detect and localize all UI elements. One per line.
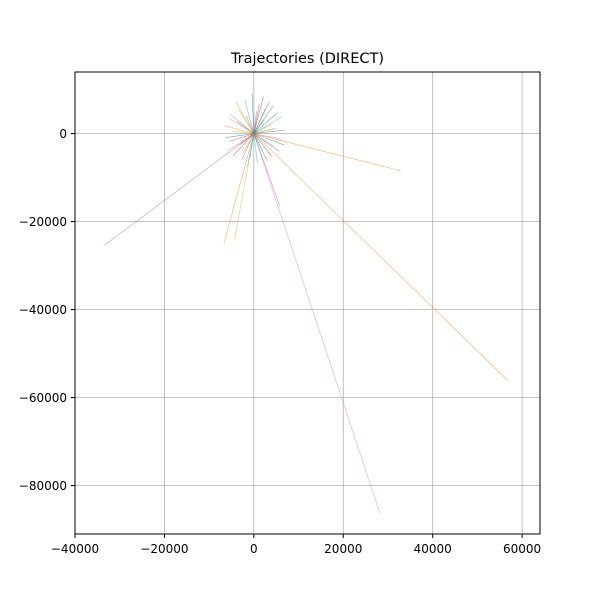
- trajectory-line-37: [253, 133, 263, 151]
- trajectory-line-8: [251, 93, 255, 134]
- trajectory-line-5: [223, 133, 255, 244]
- trajectory-line-22: [237, 108, 255, 134]
- trajectory-line-21: [253, 133, 258, 164]
- y-tick-label: −60000: [19, 391, 67, 405]
- x-tick-label: 60000: [503, 542, 541, 556]
- trajectory-line-3: [253, 133, 402, 172]
- x-tick-label: 20000: [324, 542, 362, 556]
- trajectory-line-4: [253, 133, 381, 514]
- x-tick-label: −20000: [140, 542, 188, 556]
- trajectory-line-14: [227, 117, 255, 134]
- trajectory-line-18: [227, 133, 255, 152]
- plot-background: [75, 72, 540, 534]
- x-axis: −40000 −20000 0 20000 40000 60000: [51, 534, 541, 556]
- trajectory-line-35: [253, 124, 272, 134]
- trajectory-line-11: [253, 97, 264, 134]
- trajectory-line-39: [253, 133, 275, 147]
- trajectory-line-41: [253, 119, 265, 134]
- trajectory-line-26: [232, 133, 255, 157]
- trajectory-line-16: [225, 133, 254, 138]
- trajectory-line-45: [253, 111, 257, 134]
- trajectory-line-23: [253, 112, 278, 134]
- trajectory-line-15: [253, 129, 286, 134]
- grid-layer: [74, 72, 540, 534]
- trajectory-line-19: [253, 133, 273, 158]
- trajectory-line-20: [241, 133, 255, 161]
- trajectory-line-38: [245, 115, 255, 134]
- chart-title: Trajectories (DIRECT): [230, 51, 384, 67]
- trajectory-line-10: [235, 101, 255, 134]
- plot-frame: [74, 71, 541, 535]
- y-tick-label: −40000: [19, 303, 67, 317]
- trajectory-line-36: [231, 130, 254, 134]
- y-axis: 0 −20000 −40000 −60000 −80000: [19, 127, 75, 493]
- trajectory-line-7: [253, 133, 281, 207]
- trajectory-line-24: [224, 125, 254, 134]
- trajectory-line-44: [229, 133, 254, 142]
- trajectory-line-28: [244, 100, 255, 134]
- trajectory-line-42: [242, 133, 255, 154]
- trajectory-line-2: [253, 133, 509, 382]
- series-layer: [103, 93, 509, 514]
- trajectory-line-1: [103, 133, 255, 247]
- y-tick-label: 0: [59, 127, 67, 141]
- trajectory-line-46: [249, 133, 255, 159]
- x-tick-label: −40000: [51, 542, 99, 556]
- trajectory-line-40: [236, 121, 255, 134]
- trajectory-line-43: [253, 128, 276, 134]
- trajectory-line-33: [253, 108, 266, 134]
- y-tick-label: −20000: [19, 215, 67, 229]
- trajectory-line-29: [253, 133, 283, 140]
- trajectory-line-32: [230, 114, 255, 134]
- plot-area: [74, 71, 541, 535]
- x-tick-label: 40000: [414, 542, 452, 556]
- trajectory-line-17: [253, 133, 285, 146]
- x-tick-label: 0: [250, 542, 258, 556]
- trajectory-line-27: [253, 104, 260, 134]
- y-tick-label: −80000: [19, 479, 67, 493]
- trajectory-line-34: [239, 133, 255, 145]
